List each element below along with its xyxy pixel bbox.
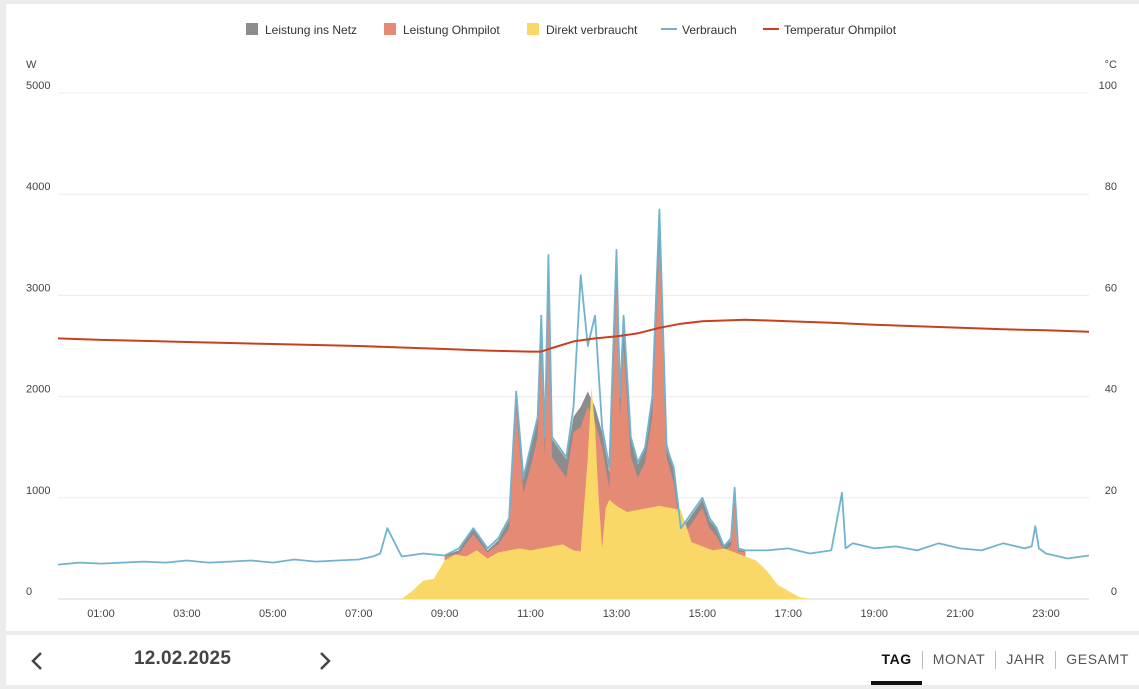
tab-divider xyxy=(921,651,923,669)
legend-item: Leistung Ohmpilot xyxy=(384,23,500,37)
x-tick-label: 03:00 xyxy=(173,608,201,620)
y-right-tick-label: 100 xyxy=(1099,80,1117,92)
x-tick-label: 15:00 xyxy=(689,608,717,620)
y-right-tick-label: 60 xyxy=(1105,282,1117,294)
legend-swatch xyxy=(384,23,396,35)
y-right-tick-label: 0 xyxy=(1111,586,1117,598)
chevron-right-icon xyxy=(320,652,331,670)
legend-item: Direkt verbraucht xyxy=(527,23,638,37)
tab-monat[interactable]: MONAT xyxy=(932,651,986,667)
y-left-tick-label: 1000 xyxy=(26,485,50,497)
x-tick-label: 11:00 xyxy=(517,608,544,620)
energy-chart: 0 0 1000 20 2000 40 3000 60 4000 80 5000 100 W °C 01:0… xyxy=(26,23,1117,620)
x-tick-label: 23:00 xyxy=(1032,608,1060,620)
x-tick-label: 13:00 xyxy=(603,608,631,620)
legend-label: Leistung Ohmpilot xyxy=(403,23,500,37)
chart-card: 0 0 1000 20 2000 40 3000 60 4000 80 5000 100 W °C 01:0… xyxy=(6,4,1139,631)
x-tick-label: 19:00 xyxy=(860,608,888,620)
y-left-tick-label: 4000 xyxy=(26,181,50,193)
y-left-unit: W xyxy=(26,59,37,71)
tab-divider xyxy=(1055,651,1057,669)
legend-item: Verbrauch xyxy=(661,23,737,37)
legend-label: Verbrauch xyxy=(682,23,737,37)
series-verbrauch-line xyxy=(57,208,1090,566)
legend-label: Direkt verbraucht xyxy=(546,23,638,37)
series-temperatur-ohmpilot-line xyxy=(57,318,1090,353)
legend-item: Temperatur Ohmpilot xyxy=(763,23,897,37)
y-left-tick-label: 2000 xyxy=(26,384,50,396)
tab-divider xyxy=(995,651,997,669)
x-tick-label: 17:00 xyxy=(775,608,803,620)
y-right-tick-label: 20 xyxy=(1105,485,1117,497)
legend-item: Leistung ins Netz xyxy=(246,23,357,37)
series-direkt-verbraucht-area xyxy=(401,386,810,599)
tab-tag[interactable]: TAG xyxy=(871,635,923,685)
date-navigation-bar: 12.02.2025 TAG MONAT JAHR GESAMT xyxy=(6,635,1139,685)
period-tabs: TAG MONAT JAHR GESAMT xyxy=(871,635,1139,685)
tab-jahr[interactable]: JAHR xyxy=(1006,651,1046,667)
x-tick-label: 21:00 xyxy=(946,608,974,620)
current-date: 12.02.2025 xyxy=(134,648,232,669)
y-left-tick-label: 0 xyxy=(26,586,32,598)
y-left-tick-label: 5000 xyxy=(26,80,50,92)
y-right-unit: °C xyxy=(1105,59,1117,71)
y-left-tick-label: 3000 xyxy=(26,282,50,294)
y-right-tick-label: 40 xyxy=(1105,384,1117,396)
previous-day-button[interactable] xyxy=(24,647,52,675)
tab-gesamt[interactable]: GESAMT xyxy=(1066,651,1129,667)
legend-label: Leistung ins Netz xyxy=(265,23,357,37)
chevron-left-icon xyxy=(31,652,42,670)
legend-swatch xyxy=(246,23,258,35)
next-day-button[interactable] xyxy=(310,647,338,675)
x-tick-label: 05:00 xyxy=(259,608,287,620)
y-right-tick-label: 80 xyxy=(1105,181,1117,193)
x-tick-label: 07:00 xyxy=(345,608,373,620)
legend-swatch xyxy=(527,23,539,35)
x-tick-label: 09:00 xyxy=(431,608,459,620)
legend-label: Temperatur Ohmpilot xyxy=(784,23,897,37)
x-tick-label: 01:00 xyxy=(87,608,115,620)
